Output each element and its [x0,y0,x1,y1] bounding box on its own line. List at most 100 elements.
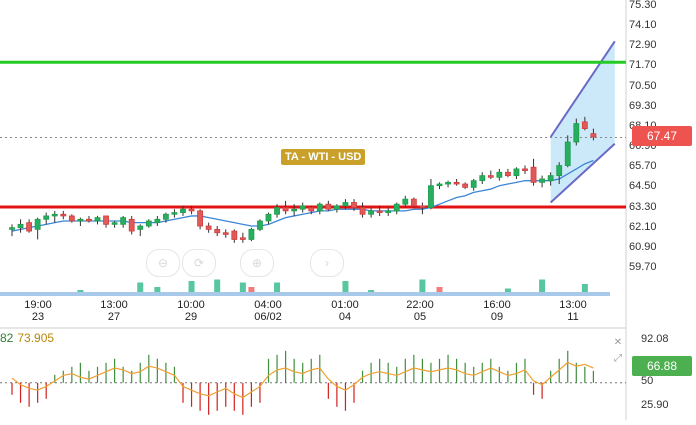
volume-bar [214,279,221,296]
candle-body [180,208,186,213]
candle-body [197,210,204,227]
candle-body [581,121,588,130]
candle-body [171,212,178,215]
rsi-header: 82 73.905 [0,331,54,345]
candle-body [419,205,426,208]
time-tick-label: 10:00 29 [166,299,216,323]
chart-title: TA - WTI - USD [281,149,366,165]
candle-body [68,215,75,222]
rsi-histogram-bar [456,358,458,383]
candle-body [86,218,92,222]
candle-body [376,210,383,213]
rsi-histogram-bar [250,382,252,407]
time-tick-time: 19:00 [24,299,52,311]
rsi-histogram-bar [285,350,287,383]
candle-body [368,210,375,215]
rsi-histogram-bar [438,358,441,383]
candle-body [60,213,67,217]
volume-bar [248,287,255,296]
rsi-histogram-bar [558,358,560,383]
rsi-histogram-bar [131,370,133,383]
rsi-histogram-bar [19,382,22,403]
candle-body [316,203,323,212]
candle-body [274,207,280,215]
candle-body [9,227,15,230]
candle-body [308,207,315,212]
reset-icon: ⟳ [193,256,205,270]
candle-body [291,208,298,212]
candle-body [479,175,486,182]
rsi-histogram-bar [88,370,90,383]
rsi-histogram-bar [464,362,466,383]
price-tick-label: 72.90 [629,39,657,52]
candle-body [248,228,255,240]
candle-body [26,222,33,232]
time-tick-time: 13:00 [100,299,128,311]
rsi-histogram-bar [225,382,227,407]
candle-body [504,171,511,177]
rsi-histogram-bar [302,362,304,383]
rsi-histogram-bar [293,358,295,383]
rsi-histogram-bar [413,354,415,383]
rsi-histogram-bar [430,362,432,383]
zoom-out-button[interactable]: ⊖ [146,249,180,277]
scroll-right-icon: › [325,256,329,270]
rsi-histogram-bar [37,382,39,403]
rsi-histogram-bar [276,354,278,383]
rsi-histogram-bar [370,362,372,383]
rsi-histogram-bar [584,366,586,383]
time-tick-date: 05 [413,311,427,323]
volume-bar [419,279,426,296]
time-tick-label: 19:00 23 [13,299,63,323]
volume-bar [137,282,144,296]
rsi-histogram-bar [28,382,30,407]
rsi-current-tag: 66.88 [632,356,692,376]
expand-icon[interactable]: ⤢ [614,353,622,364]
scroll-right-button[interactable]: › [310,249,344,277]
volume-bar [539,279,546,296]
time-tick-label: 13:00 11 [548,299,598,323]
candle-body [34,218,41,230]
rsi-histogram-bar [54,374,56,383]
rsi-histogram-bar [11,382,13,395]
candle-body [402,198,409,205]
price-tick-label: 62.10 [629,220,657,233]
candle-body [188,208,195,212]
candle-body [257,220,263,230]
candle-body [522,168,528,171]
time-tick-label: 16:00 09 [472,299,522,323]
candle-body [462,183,469,188]
volume-baseline [0,292,610,296]
price-tick-label: 64.50 [629,180,657,193]
rsi-line [11,361,594,399]
zoom-in-button[interactable]: ⊕ [240,249,274,277]
candle-body [145,220,152,227]
rsi-histogram-bar [122,366,124,383]
rsi-histogram-bar [148,354,150,383]
price-tick-label: 59.70 [629,261,657,273]
rsi-histogram-bar [353,382,355,403]
candle-body [385,210,392,213]
rsi-tick-label: 25.90 [641,399,669,411]
rsi-histogram-bar [165,362,167,383]
candle-body [214,228,221,234]
candle-body [393,203,400,212]
rsi-histogram-bar [541,382,543,399]
candle-body [43,215,50,220]
candle-body [325,203,332,210]
candle-body [77,218,84,222]
rsi-histogram-bar [567,350,569,383]
candle-body [453,181,460,185]
candle-body [428,185,434,208]
time-tick-date: 23 [31,311,45,323]
rsi-histogram-bar [182,382,184,403]
candle-body [539,178,545,183]
candle-body [299,205,306,210]
close-icon[interactable]: ✕ [613,337,623,348]
rsi-histogram-bar [208,382,210,415]
candle-body [231,230,238,240]
reset-view-button[interactable]: ⟳ [182,249,216,277]
candle-body [487,175,494,178]
